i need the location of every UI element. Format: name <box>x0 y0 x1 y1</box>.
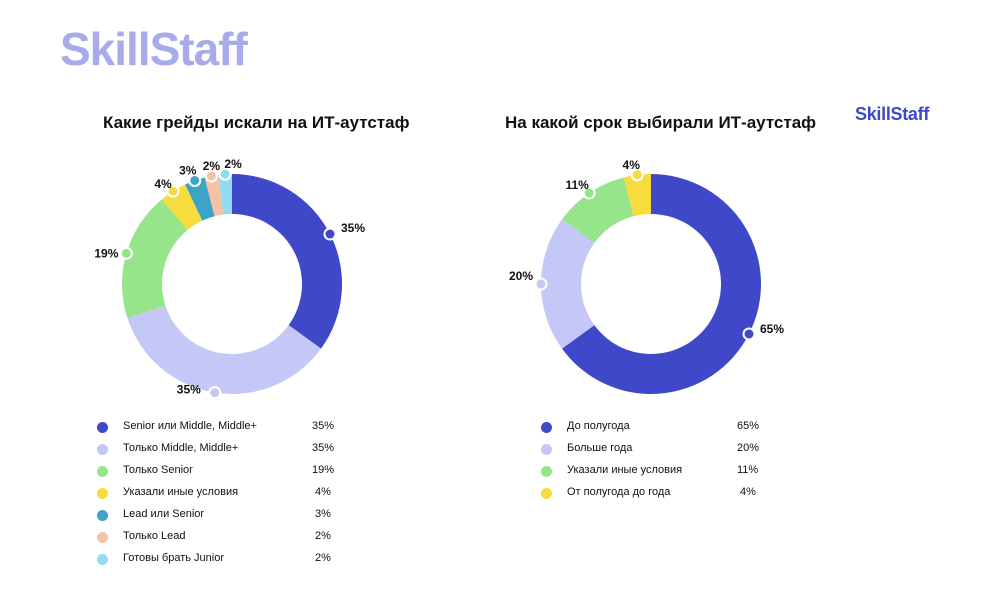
legend-item: Senior или Middle, Middle+ 35% <box>97 419 347 441</box>
legend-item: Lead или Senior 3% <box>97 507 347 529</box>
legend-swatch <box>541 488 552 499</box>
slice-1-1 <box>541 219 595 349</box>
legend-swatch <box>541 444 552 455</box>
legend-value: 11% <box>737 464 759 476</box>
slice-1-2 <box>562 177 634 243</box>
slice-marker-1-2 <box>582 186 596 200</box>
slice-0-4 <box>185 177 215 221</box>
legend-swatch <box>97 532 108 543</box>
data-label-1-2: 11% <box>565 178 589 192</box>
legend-swatch <box>97 488 108 499</box>
legend-item: Только Senior 19% <box>97 463 347 485</box>
legend-item: От полугода до года 4% <box>541 485 771 507</box>
legend-item: Указали иные условия 11% <box>541 463 771 485</box>
chart-title-grades: Какие грейды искали на ИТ-аутстаф <box>103 113 410 132</box>
data-label-0-3: 4% <box>154 177 172 191</box>
data-label-0-1: 35% <box>177 383 201 397</box>
slice-0-6 <box>218 174 232 215</box>
data-label-0-2: 19% <box>94 246 118 260</box>
legend-value: 2% <box>315 530 331 542</box>
legend-label: Lead или Senior <box>123 508 205 520</box>
slice-marker-1-1 <box>534 277 548 291</box>
data-label-0-0: 35% <box>341 221 365 235</box>
skillstaff-logo-small: SkillStaff <box>855 104 930 124</box>
data-label-0-4: 3% <box>179 164 197 178</box>
legend-value: 3% <box>315 508 331 520</box>
legend-item: Указали иные условия 4% <box>97 485 347 507</box>
legend-value: 4% <box>315 486 331 498</box>
slice-marker-0-0 <box>323 227 337 241</box>
slice-marker-0-2 <box>119 246 133 260</box>
legend-swatch <box>97 466 108 477</box>
legend-label: Больше года <box>567 442 633 454</box>
data-label-1-1: 20% <box>509 269 533 283</box>
skillstaff-logo: SkillStaff <box>60 23 248 75</box>
slice-marker-1-0 <box>742 327 756 341</box>
legend-swatch <box>541 466 552 477</box>
slice-1-3 <box>623 174 651 217</box>
legend-duration: До полугода 65% Больше года 20% Указали иные… <box>541 419 771 507</box>
slice-marker-0-4 <box>188 174 202 188</box>
legend-label: Готовы брать Junior <box>123 552 225 564</box>
legend-value: 19% <box>312 464 335 476</box>
legend-swatch <box>541 422 552 433</box>
legend-label: Указали иные условия <box>567 464 683 476</box>
legend-value: 35% <box>312 442 335 454</box>
slice-marker-0-5 <box>204 169 218 183</box>
data-label-0-6: 2% <box>224 157 242 171</box>
legend-item: Больше года 20% <box>541 441 771 463</box>
legend-grades: Senior или Middle, Middle+ 35% Только Midd… <box>97 419 347 573</box>
legend-item: До полугода 65% <box>541 419 771 441</box>
slice-0-2 <box>121 199 188 318</box>
slice-1-0 <box>562 174 761 394</box>
legend-item: Только Middle, Middle+ 35% <box>97 441 347 463</box>
legend-label: Senior или Middle, Middle+ <box>123 420 257 432</box>
chart-title-duration: На какой срок выбирали ИТ-аутстаф <box>505 113 817 132</box>
slice-marker-1-3 <box>630 168 644 182</box>
legend-label: До полугода <box>567 420 630 432</box>
legend-item: Готовы брать Junior 2% <box>97 551 347 573</box>
legend-item: Только Lead 2% <box>97 529 347 551</box>
slice-marker-0-1 <box>208 386 222 400</box>
legend-value: 4% <box>740 486 756 498</box>
slice-0-1 <box>127 305 321 395</box>
data-label-1-0: 65% <box>760 322 784 336</box>
legend-label: Только Senior <box>123 464 193 476</box>
slice-marker-0-6 <box>218 167 232 181</box>
legend-value: 65% <box>737 420 760 432</box>
legend-label: От полугода до года <box>567 486 671 498</box>
data-label-1-3: 4% <box>623 158 641 172</box>
legend-label: Только Lead <box>123 530 186 542</box>
slice-marker-0-3 <box>166 184 180 198</box>
legend-swatch <box>97 554 108 565</box>
slice-0-5 <box>204 174 224 217</box>
slice-0-0 <box>232 174 342 349</box>
legend-value: 35% <box>312 420 335 432</box>
legend-value: 20% <box>737 442 760 454</box>
data-label-0-5: 2% <box>203 159 221 173</box>
legend-swatch <box>97 444 108 455</box>
legend-label: Только Middle, Middle+ <box>123 442 239 454</box>
legend-swatch <box>97 422 108 433</box>
legend-value: 2% <box>315 552 331 564</box>
legend-swatch <box>97 510 108 521</box>
legend-label: Указали иные условия <box>123 486 239 498</box>
